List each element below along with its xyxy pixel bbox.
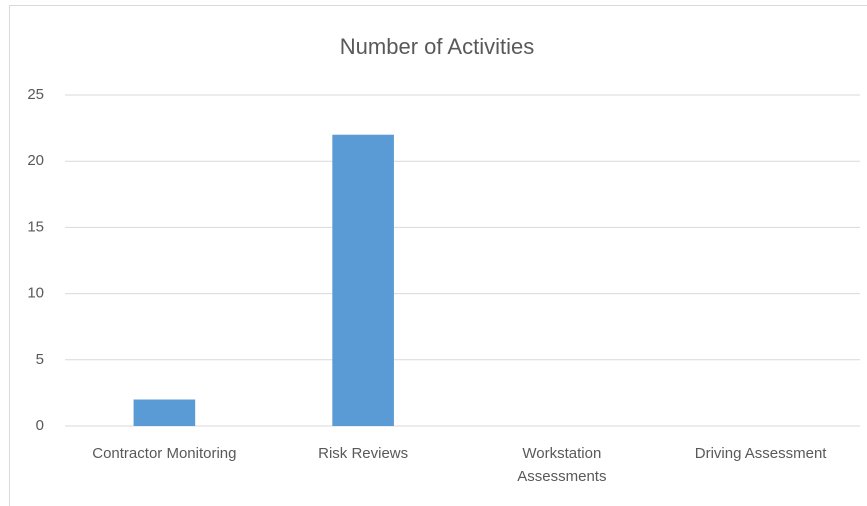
chart-title: Number of Activities [340, 34, 534, 59]
x-tick-label: Risk Reviews [318, 445, 409, 462]
y-tick-label: 0 [36, 417, 44, 434]
y-tick-label: 20 [27, 152, 44, 169]
y-tick-label: 15 [27, 218, 44, 235]
x-tick-label: Workstation Assessments [517, 445, 607, 485]
x-tick-label: Contractor Monitoring [92, 445, 237, 462]
y-tick-label: 25 [27, 86, 44, 103]
bar [332, 134, 394, 426]
y-tick-label: 5 [36, 351, 44, 368]
bar [133, 399, 196, 426]
x-tick-label: Driving Assessment [694, 445, 827, 462]
y-tick-label: 10 [27, 285, 44, 302]
